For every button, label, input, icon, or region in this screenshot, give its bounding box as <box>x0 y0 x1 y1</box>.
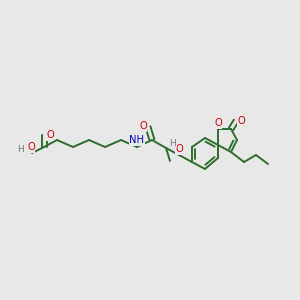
Text: O: O <box>27 142 35 152</box>
Text: O: O <box>237 116 245 126</box>
Text: O: O <box>175 144 183 154</box>
Text: O: O <box>139 121 147 131</box>
Text: NH: NH <box>130 135 145 145</box>
Text: H: H <box>169 139 176 148</box>
Text: O: O <box>214 118 222 128</box>
Text: H: H <box>18 146 24 154</box>
Text: O: O <box>46 130 54 140</box>
